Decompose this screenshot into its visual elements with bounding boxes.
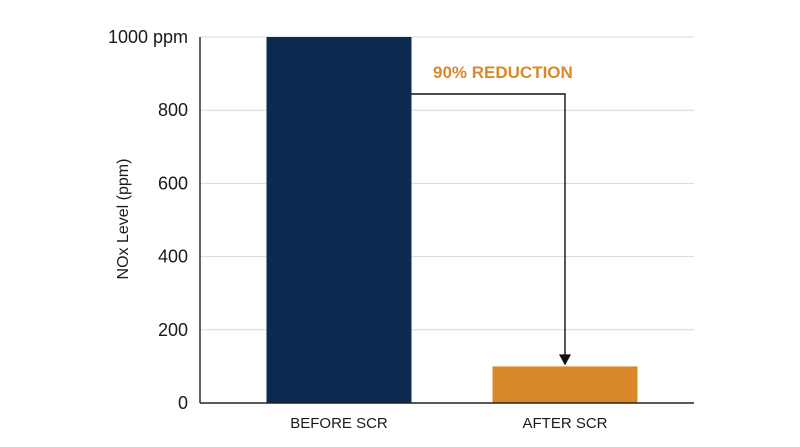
y-tick-label: 1000 ppm bbox=[108, 27, 188, 47]
bar-before-scr bbox=[266, 37, 412, 403]
y-tick-label: 400 bbox=[158, 247, 188, 267]
bar-after-scr bbox=[492, 366, 638, 403]
y-tick-label: 0 bbox=[178, 393, 188, 413]
y-tick-label: 800 bbox=[158, 100, 188, 120]
reduction-arrow-line bbox=[411, 93, 566, 357]
y-axis-label: NOx Level (ppm) bbox=[115, 159, 132, 280]
annotation: 90% REDUCTION bbox=[411, 63, 573, 366]
reduction-annotation: 90% REDUCTION bbox=[433, 63, 573, 82]
x-tick-label: AFTER SCR bbox=[522, 415, 607, 432]
axes bbox=[199, 37, 694, 404]
tick-labels: 0 200 400 600 800 1000 ppm BEFORE SCR AFTER SCR bbox=[108, 27, 608, 432]
y-tick-label: 200 bbox=[158, 320, 188, 340]
bars bbox=[266, 37, 638, 403]
reduction-arrowhead bbox=[559, 354, 571, 366]
y-tick-label: 600 bbox=[158, 173, 188, 193]
x-tick-label: BEFORE SCR bbox=[290, 415, 388, 432]
